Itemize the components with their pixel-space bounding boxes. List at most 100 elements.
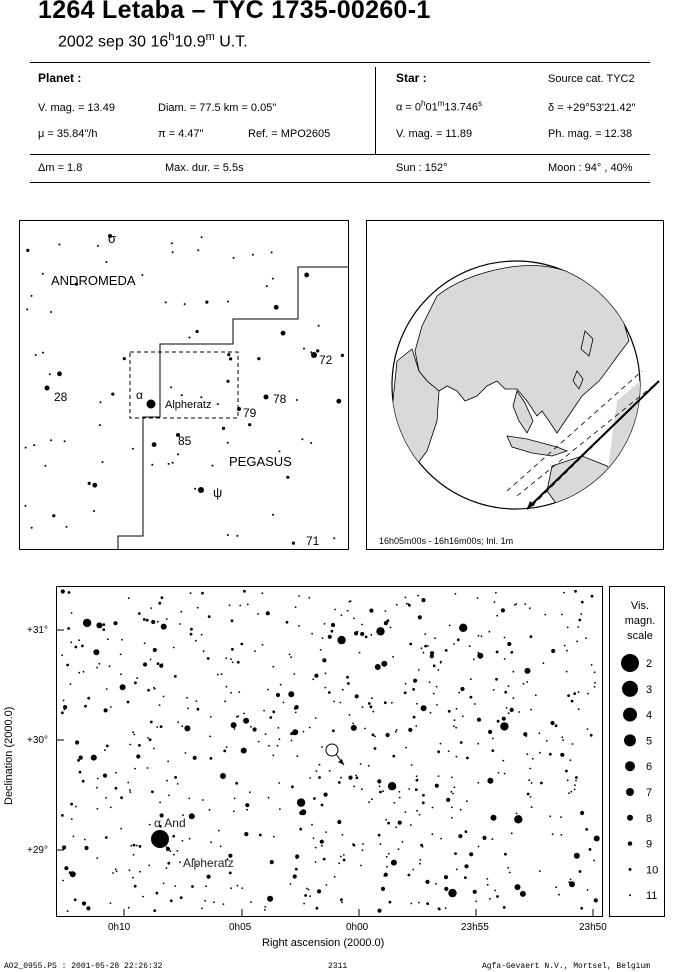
star-85 (176, 433, 180, 437)
background-star (560, 834, 563, 836)
finder-chart: ANDROMEDA PEGASUS σ α Alpheratz ψ 28 72 … (19, 220, 349, 550)
background-star (545, 740, 548, 742)
background-star (497, 771, 500, 774)
background-star (544, 613, 547, 616)
background-star (594, 681, 596, 684)
background-star (113, 621, 118, 626)
background-star (224, 700, 227, 703)
background-star (431, 833, 434, 836)
background-star (115, 870, 118, 873)
background-star (416, 809, 418, 812)
background-star (269, 860, 274, 865)
background-star (151, 442, 157, 447)
background-star (341, 901, 343, 904)
sigma-label: σ (108, 231, 116, 246)
background-star (371, 798, 373, 801)
background-star (62, 845, 67, 850)
background-star (318, 763, 321, 766)
background-star (534, 694, 537, 697)
background-star (420, 647, 423, 650)
background-star (177, 453, 180, 456)
background-star (496, 719, 500, 723)
background-star (530, 806, 533, 808)
path-direction-arrow (527, 501, 535, 509)
background-star (307, 888, 310, 891)
background-star (288, 691, 295, 698)
background-star (254, 650, 256, 652)
background-star (112, 872, 114, 874)
background-star (503, 636, 506, 639)
background-star (165, 867, 168, 870)
background-star (395, 826, 398, 829)
background-star (200, 236, 203, 239)
detail-chart-svg: α And Alpheratz (57, 589, 600, 916)
background-star (24, 504, 27, 507)
background-star (341, 833, 344, 836)
background-star (228, 853, 233, 858)
background-star (477, 845, 480, 848)
background-star (529, 767, 532, 770)
background-star (103, 708, 108, 713)
background-star (430, 651, 435, 656)
background-star (136, 754, 141, 759)
background-star (392, 655, 394, 658)
background-star (311, 823, 313, 826)
background-star (129, 789, 131, 791)
background-star (490, 814, 497, 821)
background-star (96, 857, 99, 859)
background-star (482, 835, 487, 840)
background-star (577, 708, 580, 711)
background-star (145, 618, 149, 622)
background-star (381, 660, 388, 667)
background-star (397, 820, 402, 825)
background-star (421, 845, 424, 848)
background-star (379, 843, 382, 845)
background-star (388, 900, 392, 904)
background-star (151, 463, 154, 466)
background-star (65, 525, 68, 528)
background-star (314, 861, 317, 863)
background-star (575, 776, 578, 779)
y-axis-label: Declination (2000.0) (3, 706, 15, 805)
background-star (350, 724, 357, 731)
background-star (347, 682, 350, 685)
background-star (174, 776, 177, 779)
background-star (469, 852, 474, 857)
background-star (200, 396, 203, 399)
background-star (176, 783, 179, 785)
background-star (258, 833, 262, 837)
background-star (593, 685, 596, 688)
background-star (472, 889, 477, 894)
background-star (358, 651, 361, 654)
background-star (30, 294, 33, 297)
background-star (96, 786, 98, 789)
background-star (458, 834, 463, 839)
background-star (248, 423, 252, 427)
background-star (560, 816, 562, 818)
scale-title-2: magn. (625, 615, 656, 627)
background-star (263, 909, 266, 911)
background-star (75, 805, 77, 808)
background-star (305, 887, 308, 890)
background-star (134, 767, 136, 770)
background-star (181, 725, 184, 728)
background-star (167, 760, 169, 763)
background-star (78, 639, 80, 642)
background-star (272, 835, 275, 838)
background-star (184, 725, 191, 732)
background-star (349, 600, 352, 603)
background-star (115, 771, 117, 774)
background-star (364, 727, 366, 730)
background-star (194, 639, 197, 642)
background-star (225, 746, 228, 748)
background-star (308, 596, 311, 599)
background-star (180, 394, 183, 397)
background-star (384, 610, 387, 612)
background-star (586, 889, 589, 891)
background-star (176, 850, 179, 852)
sun-elongation: Sun : 152° (396, 162, 448, 174)
background-star (418, 901, 420, 904)
background-star (477, 652, 484, 659)
background-star (569, 759, 572, 762)
background-star (565, 769, 568, 773)
